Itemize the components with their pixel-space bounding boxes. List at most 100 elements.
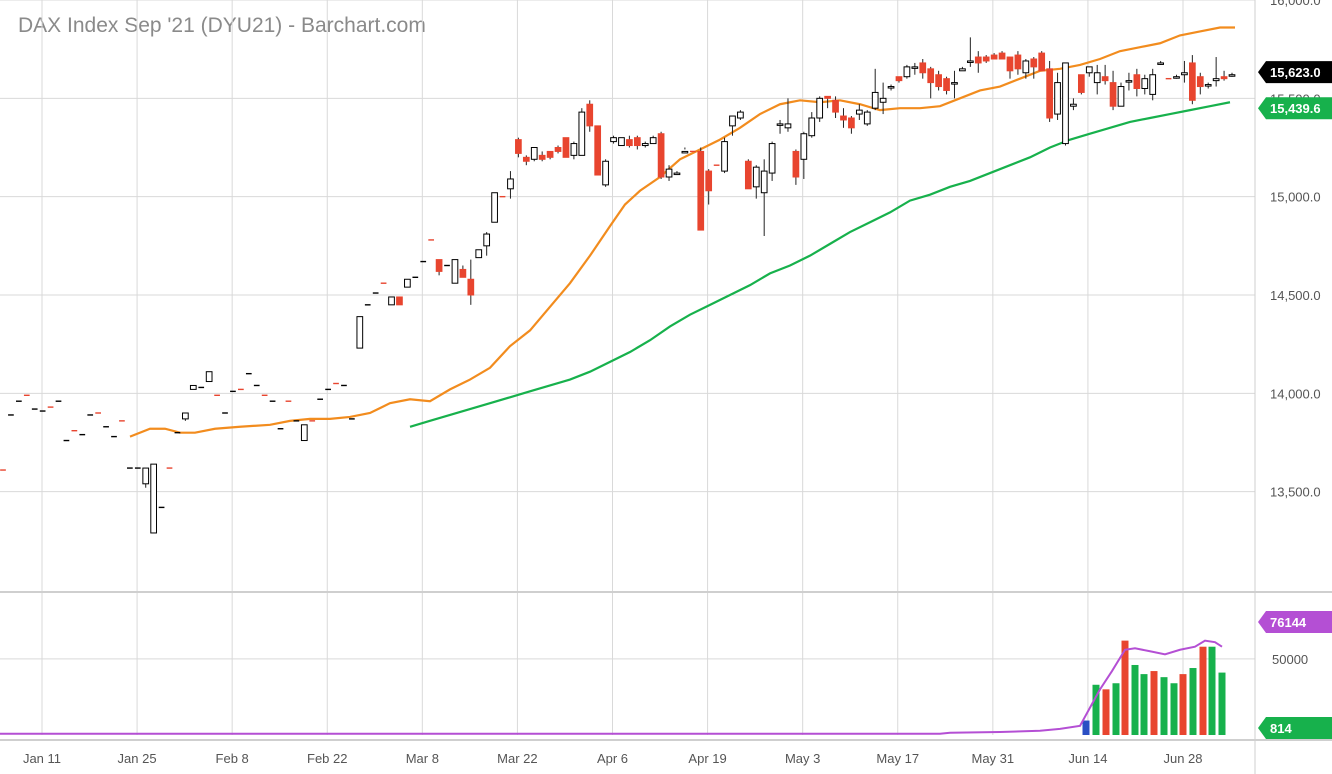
candle-down (998, 52, 1006, 60)
badge-shape (1258, 717, 1332, 739)
value-badge: 15,439.6 (1258, 97, 1332, 120)
candle-down (594, 125, 602, 176)
candle-up (491, 192, 498, 223)
volume-bar (1218, 672, 1226, 735)
candle-up (182, 412, 189, 420)
x-tick-label: May 31 (972, 751, 1015, 766)
candle-up (887, 86, 895, 89)
x-tick-label: Jun 28 (1163, 751, 1202, 766)
candle-down (1196, 76, 1204, 88)
candle-down (459, 268, 467, 278)
candle-up (649, 137, 657, 145)
x-tick-label: Mar 22 (497, 751, 537, 766)
candle-up (1070, 103, 1077, 107)
candle-down (538, 154, 546, 160)
candle-down (657, 133, 665, 178)
volume-tick-label: 50000 (1272, 652, 1308, 667)
candle-up (863, 111, 871, 125)
candle-down (1030, 58, 1038, 68)
candle-up (959, 68, 966, 72)
candle-down (848, 117, 855, 129)
badge-label: 15,439.6 (1270, 101, 1321, 116)
candle-up (665, 168, 673, 178)
volume-average-line (0, 639, 1223, 735)
candle-up (1093, 72, 1101, 84)
candle-up (1085, 66, 1093, 74)
ma-fast-line (129, 26, 1235, 438)
badge-label: 15,623.0 (1270, 65, 1321, 80)
candle-up (142, 467, 150, 485)
volume-bar (1131, 664, 1139, 735)
candle-down (840, 115, 847, 121)
candle-down (1038, 52, 1046, 72)
candle-up (404, 278, 411, 288)
candle-down (832, 99, 839, 113)
candle-up (150, 463, 158, 534)
candlesticks (0, 37, 1236, 534)
candle-down (1220, 76, 1228, 80)
x-tick-label: May 3 (785, 751, 820, 766)
volume-bar (1082, 720, 1090, 735)
price-tick-label: 16,000.0 (1270, 0, 1321, 8)
volume-bar (1199, 646, 1207, 735)
candle-up (610, 137, 617, 143)
candle-down (974, 56, 982, 64)
x-tick-label: Apr 19 (688, 751, 726, 766)
volume-bars (0, 639, 1226, 735)
volume-bar (1092, 684, 1100, 735)
chart-title: DAX Index Sep '21 (DYU21) - Barchart.com (18, 14, 426, 37)
candle-up (816, 97, 824, 119)
volume-bar (1140, 674, 1148, 735)
price-tick-label: 15,000.0 (1270, 190, 1321, 205)
candle-up (1141, 78, 1149, 89)
candle-up (530, 147, 538, 160)
candle-down (927, 68, 935, 84)
volume-bar (1189, 668, 1197, 735)
volume-bar (1102, 689, 1110, 735)
candle-up (776, 123, 784, 126)
candle-down (895, 76, 903, 82)
price-badges: 15,623.0 15,439.6 76144 814 (1258, 61, 1332, 739)
candle-down (546, 150, 554, 158)
candle-down (1101, 76, 1109, 82)
candle-up (475, 249, 483, 259)
volume-bar (1121, 640, 1129, 735)
badge-label: 814 (1270, 721, 1292, 736)
value-badge: 76144 (1258, 611, 1332, 633)
candle-down (1077, 74, 1085, 93)
candle-up (800, 133, 808, 160)
candle-up (300, 424, 308, 442)
x-tick-label: May 17 (876, 751, 919, 766)
volume-bar (1150, 671, 1158, 735)
x-tick-label: Feb 22 (307, 751, 347, 766)
candle-down (697, 150, 705, 231)
badge-label: 76144 (1270, 615, 1307, 630)
candle-up (1022, 60, 1030, 74)
candle-down (1006, 56, 1014, 72)
candle-up (1149, 74, 1157, 95)
candle-up (189, 384, 197, 390)
candle-down (919, 62, 927, 74)
candle-down (626, 139, 633, 147)
candle-up (871, 91, 879, 109)
candle-down (633, 137, 641, 147)
volume-bar (1160, 677, 1168, 735)
candle-down (824, 95, 831, 99)
candle-up (205, 371, 213, 383)
volume-bar (1179, 674, 1187, 735)
candle-up (1228, 74, 1236, 77)
candle-up (356, 316, 364, 349)
candle-up (1181, 72, 1188, 76)
candle-up (760, 170, 768, 194)
candle-down (990, 54, 998, 60)
volume-bar (1112, 683, 1120, 735)
candle-down (586, 103, 594, 127)
candle-up (784, 123, 792, 129)
x-tick-label: Feb 8 (216, 751, 249, 766)
moving-averages (129, 26, 1235, 438)
candle-down (522, 156, 530, 162)
grid-lines (0, 0, 1255, 735)
candle-up (855, 109, 863, 115)
candle-up (1173, 76, 1180, 79)
